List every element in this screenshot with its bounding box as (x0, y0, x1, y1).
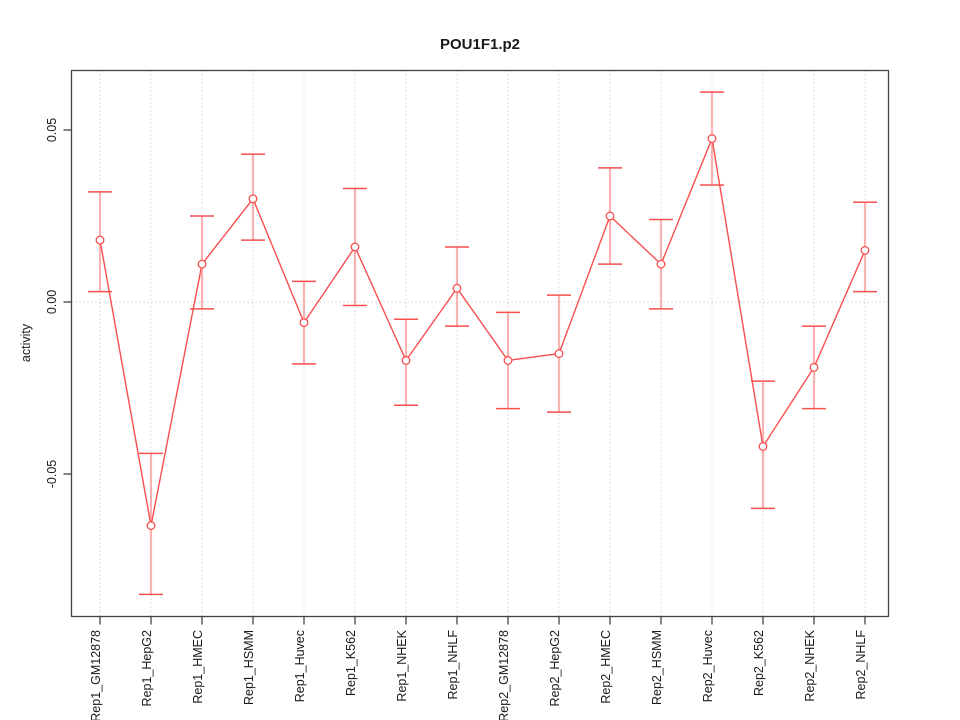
x-tick-label: Rep2_K562 (752, 630, 766, 696)
data-point-marker (401, 356, 411, 365)
data-point-marker (452, 283, 462, 293)
series-layer (88, 91, 877, 596)
series-line (99, 136, 866, 526)
x-tick-label: Rep2_HSMM (650, 630, 664, 705)
data-point-marker (707, 134, 717, 144)
x-tick-label: Rep2_HepG2 (548, 630, 562, 706)
data-point-marker (605, 211, 615, 221)
x-tick-label: Rep2_HMEC (599, 630, 613, 704)
data-point-marker (95, 235, 105, 245)
x-tick-label: Rep1_NHEK (395, 629, 409, 701)
grid-layer (71, 70, 889, 617)
data-point-marker (299, 318, 309, 328)
y-tick-label-neg005: -0.05 (45, 460, 59, 489)
data-point-marker (554, 349, 564, 359)
y-tick-label-000: 0.00 (45, 290, 59, 314)
x-tick-label-layer: Rep1_GM12878 Rep1_HepG2 Rep1_HMEC Rep1_HSMM… (89, 629, 868, 720)
x-tick-label: Rep2_Huvec (701, 630, 715, 702)
x-tick-label: Rep1_NHLF (446, 630, 460, 700)
x-tick-label: Rep2_GM12878 (497, 630, 511, 720)
data-point-marker (350, 242, 360, 252)
x-tick-label: Rep2_NHEK (803, 629, 817, 701)
data-point-marker (146, 521, 156, 531)
x-tick-label: Rep1_HepG2 (140, 630, 154, 706)
axis-layer (63, 129, 866, 625)
data-point-marker (656, 259, 666, 269)
y-tick-label-005: 0.05 (45, 118, 59, 142)
x-tick-label: Rep2_NHLF (854, 630, 868, 700)
data-point-marker (860, 245, 870, 255)
data-point-marker (248, 194, 258, 204)
x-tick-label: Rep1_HSMM (242, 630, 256, 705)
data-point-marker (758, 442, 768, 451)
x-tick-label: Rep1_GM12878 (89, 630, 103, 720)
plot-border (70, 69, 890, 618)
y-axis-label: activity (19, 323, 33, 362)
data-point-marker (503, 356, 513, 365)
x-tick-label: Rep1_K562 (344, 630, 358, 696)
x-tick-label: Rep1_HMEC (191, 630, 205, 704)
data-point-marker (809, 362, 819, 372)
x-tick-label: Rep1_Huvec (293, 630, 307, 702)
data-point-marker (197, 259, 207, 269)
chart-title: POU1F1.p2 (440, 36, 520, 53)
